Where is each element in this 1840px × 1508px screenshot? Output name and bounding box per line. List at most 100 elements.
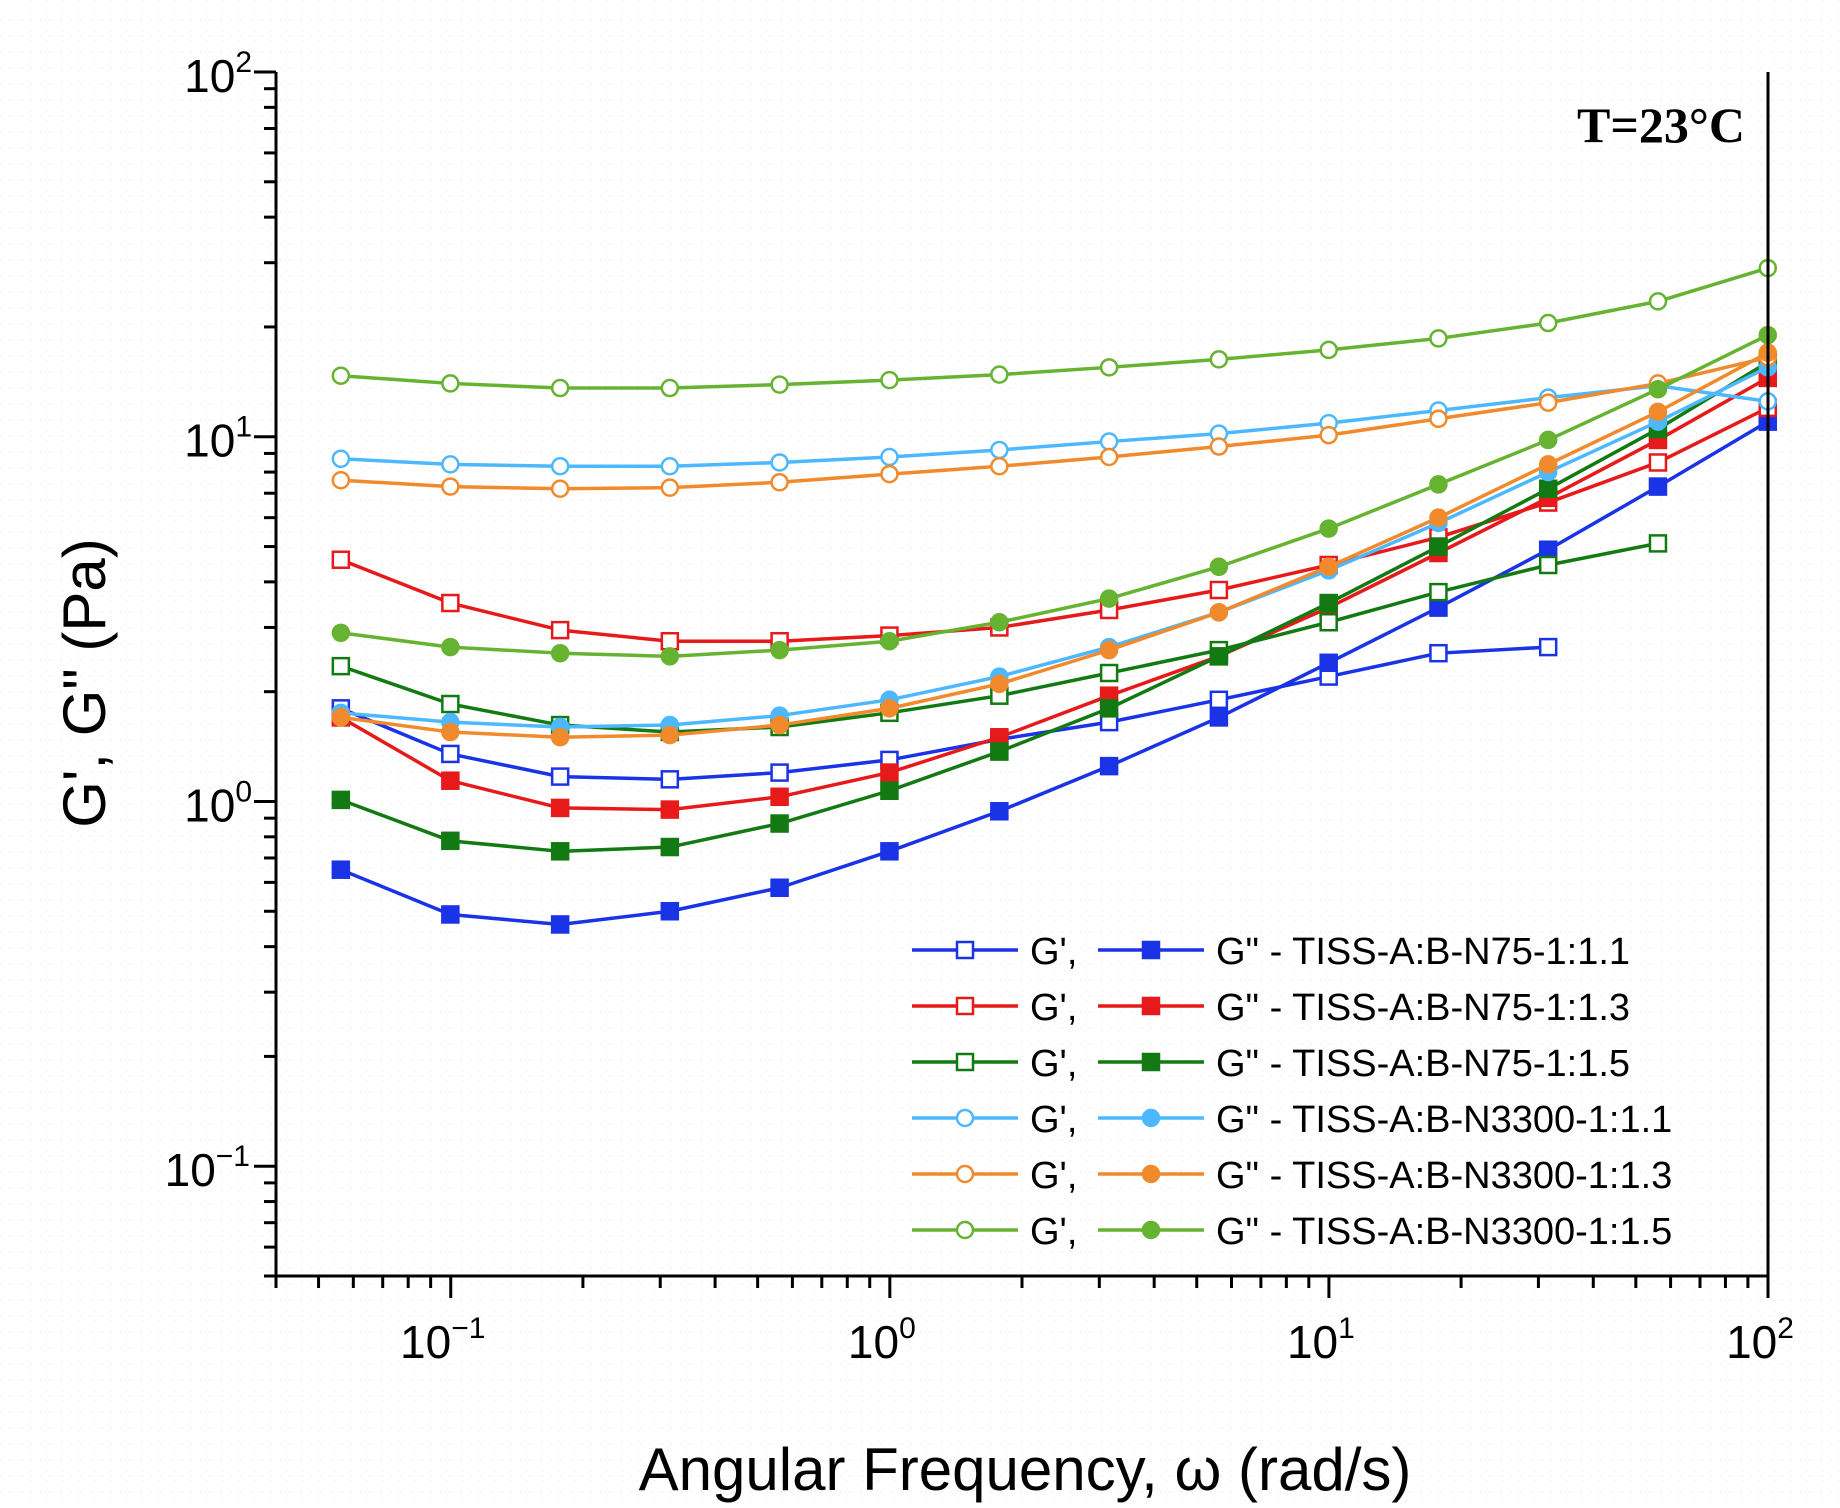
- series-loss-11: [331, 325, 1778, 666]
- data-point: [1209, 603, 1229, 622]
- data-point: [1429, 475, 1448, 494]
- data-point: [880, 370, 899, 390]
- series-line: [340, 645, 1549, 782]
- data-point: [1429, 598, 1448, 617]
- data-point: [1429, 643, 1448, 663]
- data-point: [1538, 637, 1558, 657]
- data-point: [331, 470, 351, 490]
- legend-label-storage: G',: [1030, 987, 1077, 1029]
- legend-marker-storage: [955, 1108, 975, 1128]
- legend-row: G', G" - TISS-A:B-N75-1:1.5: [912, 1043, 1630, 1085]
- legend-marker-loss: [1141, 1052, 1161, 1072]
- data-point: [880, 763, 899, 782]
- data-point: [1319, 425, 1338, 445]
- legend-label-storage: G',: [1030, 1043, 1077, 1085]
- data-point: [1099, 589, 1119, 608]
- data-point: [441, 722, 460, 742]
- data-point: [1538, 430, 1558, 450]
- legend-row: G', G" - TISS-A:B-N75-1:1.1: [912, 931, 1630, 973]
- legend-label-storage: G',: [1030, 1155, 1077, 1197]
- x-tick-label: 101: [1287, 1312, 1355, 1368]
- series-line: [340, 351, 1769, 739]
- data-point: [660, 725, 680, 745]
- data-point: [550, 767, 570, 786]
- data-point: [660, 902, 680, 921]
- data-point: [1209, 690, 1229, 710]
- legend-marker-storage: [955, 1164, 975, 1184]
- data-point: [990, 742, 1009, 761]
- data-point: [331, 708, 351, 727]
- data-point: [1319, 653, 1338, 673]
- series-line: [340, 365, 1769, 729]
- data-point: [550, 727, 570, 747]
- data-point: [770, 787, 789, 807]
- data-point: [441, 694, 460, 714]
- data-point: [1099, 640, 1119, 660]
- data-point: [550, 479, 570, 499]
- legend-label-loss: G" - TISS-A:B-N3300-1:1.1: [1216, 1099, 1672, 1141]
- data-point: [1319, 340, 1338, 360]
- data-point: [660, 647, 680, 666]
- legend-row: G', G" - TISS-A:B-N3300-1:1.1: [912, 1099, 1672, 1141]
- data-point: [770, 640, 789, 660]
- legend-marker-loss: [1141, 1220, 1161, 1240]
- data-point: [1538, 479, 1558, 499]
- data-point: [1538, 555, 1558, 575]
- legend-label-storage: G',: [1030, 1099, 1077, 1141]
- data-point: [880, 842, 899, 861]
- data-point: [1538, 455, 1558, 474]
- data-point: [331, 449, 351, 469]
- data-point: [1319, 613, 1338, 632]
- series-line: [340, 266, 1769, 390]
- data-point: [990, 440, 1009, 460]
- data-point: [1648, 453, 1668, 472]
- data-point: [880, 781, 899, 801]
- legend-label-loss: G" - TISS-A:B-N75-1:1.1: [1216, 931, 1630, 973]
- y-tick-label: 10−1: [165, 1140, 250, 1196]
- y-tick-label: 101: [184, 411, 252, 467]
- data-point: [990, 674, 1009, 694]
- data-point: [660, 456, 680, 476]
- data-point: [1538, 393, 1558, 412]
- data-point: [660, 378, 680, 398]
- data-point: [660, 631, 680, 651]
- series-line: [340, 333, 1769, 659]
- data-point: [1209, 708, 1229, 727]
- data-point: [660, 837, 680, 857]
- series-line: [340, 355, 1769, 491]
- data-point: [331, 623, 351, 643]
- data-point: [550, 643, 570, 663]
- legend-row: G', G" - TISS-A:B-N3300-1:1.3: [912, 1155, 1672, 1197]
- legend-label-loss: G" - TISS-A:B-N3300-1:1.5: [1216, 1211, 1672, 1253]
- data-point: [1648, 477, 1668, 496]
- axis-layer: 10−1 100 101 102 10−1 100 101 102: [165, 46, 1794, 1368]
- series-line: [340, 383, 1769, 468]
- data-point: [550, 798, 570, 818]
- data-point: [1319, 593, 1338, 613]
- series-line: [340, 360, 1769, 854]
- data-point: [1099, 432, 1119, 451]
- series-layer: [331, 258, 1778, 934]
- data-point: [990, 456, 1009, 476]
- data-point: [331, 790, 351, 810]
- data-point: [1099, 358, 1119, 377]
- data-point: [1429, 329, 1448, 348]
- legend-marker-loss: [1141, 996, 1161, 1016]
- y-axis-title: G', G" (Pa): [51, 538, 118, 827]
- data-point: [550, 915, 570, 934]
- data-point: [770, 715, 789, 735]
- data-point: [1648, 379, 1668, 399]
- data-point: [1429, 537, 1448, 556]
- legend-label-storage: G',: [1030, 931, 1077, 973]
- data-point: [441, 831, 460, 851]
- data-point: [1099, 663, 1119, 683]
- data-point: [990, 613, 1009, 632]
- data-point: [1538, 313, 1558, 333]
- data-point: [441, 374, 460, 393]
- data-point: [441, 771, 460, 790]
- x-tick-label: 10−1: [400, 1312, 485, 1368]
- data-point: [770, 375, 789, 394]
- series-loss-9: [331, 343, 1778, 747]
- y-tick-label: 102: [184, 46, 252, 102]
